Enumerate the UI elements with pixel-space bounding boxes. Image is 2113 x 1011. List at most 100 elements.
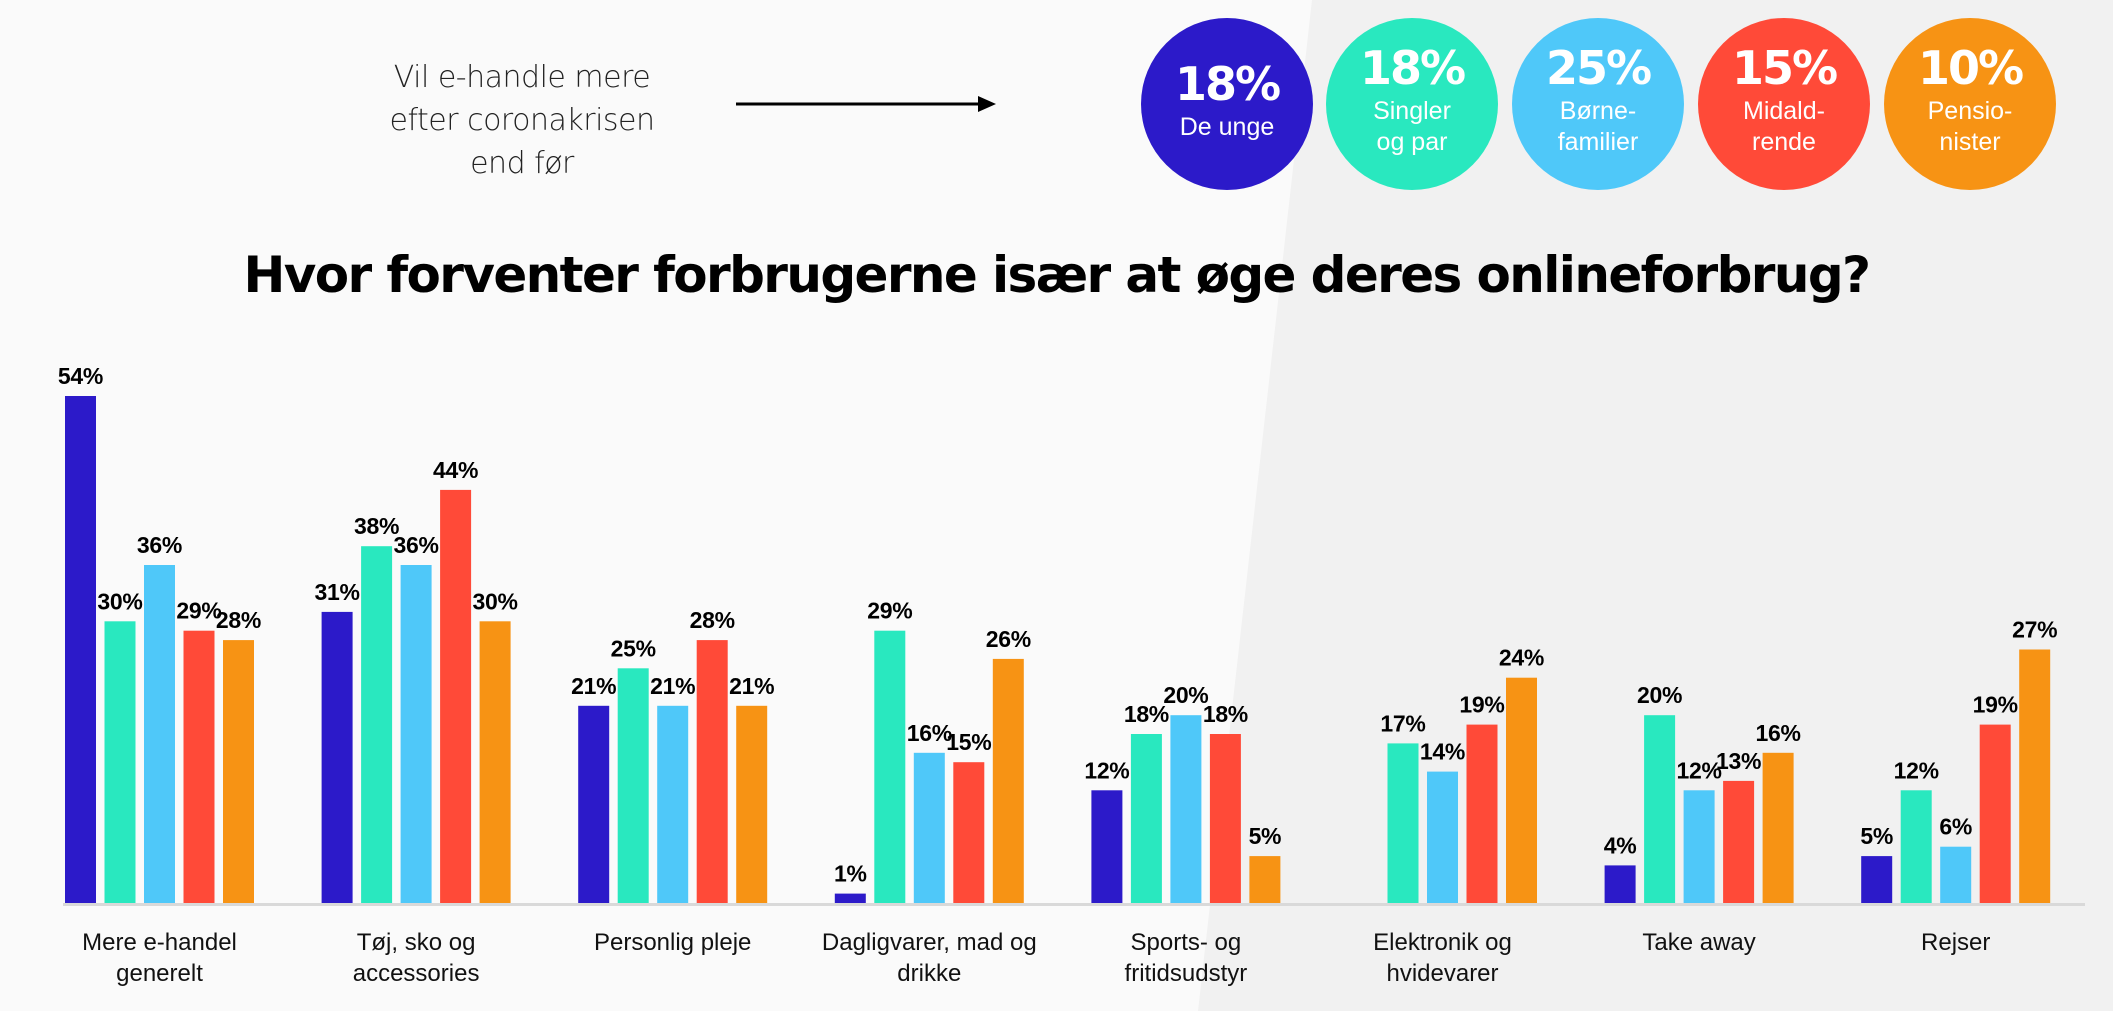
- bar: [953, 762, 985, 903]
- bar: [874, 630, 906, 903]
- intro-line: end før: [470, 146, 574, 181]
- data-label: 30%: [473, 588, 518, 614]
- intro-line: Vil e-handle mere: [393, 60, 651, 95]
- bar: [1506, 677, 1537, 903]
- category-label: hvidevarer: [1386, 960, 1498, 987]
- segment-percent: 18%: [1174, 56, 1281, 111]
- category-label: fritidsudstyr: [1125, 960, 1248, 987]
- segment-label: Pensio-nister: [1928, 96, 2013, 158]
- bar: [1249, 856, 1281, 903]
- bar: [992, 658, 1024, 903]
- bar: [1604, 865, 1636, 903]
- segment-label-line: og par: [1376, 128, 1448, 156]
- segment-circle: 10% Pensio-nister: [1884, 18, 2056, 190]
- data-label: 13%: [1716, 748, 1761, 774]
- bar: [104, 621, 136, 903]
- data-label: 19%: [1973, 692, 2018, 718]
- data-label: 4%: [1604, 832, 1637, 858]
- category-label: drikke: [897, 960, 961, 987]
- bar: [696, 640, 728, 903]
- category-label: Sports- og: [1131, 929, 1242, 956]
- data-label: 44%: [433, 457, 478, 483]
- segment-label: Singler og par: [1373, 96, 1451, 158]
- data-label: 24%: [1499, 645, 1544, 671]
- segment-label-line: De unge: [1179, 112, 1275, 141]
- segment-label-line: nister: [1939, 128, 2001, 156]
- bar: [1091, 790, 1123, 903]
- data-label: 25%: [611, 635, 656, 661]
- bar: [183, 630, 215, 903]
- segment-label: De unge: [1180, 112, 1275, 143]
- data-label: 5%: [1860, 823, 1893, 849]
- bar: [1683, 790, 1715, 903]
- data-label: 20%: [1163, 682, 1208, 708]
- segment-circle: 18% De unge: [1141, 18, 1313, 190]
- intro-line: efter coronakrisen: [389, 103, 656, 138]
- data-label: 38%: [354, 513, 399, 539]
- x-axis-line: [63, 903, 2085, 906]
- bar: [736, 705, 768, 903]
- bar: [913, 752, 945, 903]
- bar: [1861, 856, 1893, 903]
- bar: [1130, 734, 1162, 903]
- bar: [578, 705, 610, 903]
- bar: [1170, 715, 1202, 903]
- segment-label-line: familier: [1557, 128, 1639, 156]
- category-label: Mere e-handel: [82, 929, 237, 956]
- bar: [440, 489, 472, 903]
- data-label: 6%: [1939, 814, 1972, 840]
- data-label: 18%: [1203, 701, 1248, 727]
- category-labels: Mere e-handel generelt Tøj, sko og accessor…: [82, 929, 1990, 987]
- data-label: 19%: [1459, 692, 1504, 718]
- data-label: 20%: [1637, 682, 1682, 708]
- bar: [1387, 743, 1419, 903]
- segment-circle: 18% Singler og par: [1326, 18, 1498, 190]
- data-label: 17%: [1380, 710, 1425, 736]
- bar: [617, 668, 649, 903]
- segment-label-line: Singler: [1373, 97, 1451, 125]
- data-label: 5%: [1249, 823, 1282, 849]
- data-label: 28%: [216, 607, 261, 633]
- bar: [223, 640, 254, 903]
- data-label: 16%: [907, 720, 952, 746]
- bar: [1940, 846, 1972, 903]
- data-label: 12%: [1677, 757, 1722, 783]
- segment-percent: 18%: [1359, 41, 1466, 95]
- bar: [1900, 790, 1932, 903]
- data-label: 26%: [986, 626, 1031, 652]
- data-label: 16%: [1756, 720, 1801, 746]
- data-label: 12%: [1894, 757, 1939, 783]
- arrow-right-icon: [736, 96, 996, 112]
- bar: [834, 893, 866, 903]
- category-label: generelt: [116, 960, 203, 987]
- category-label: Tøj, sko og: [357, 929, 476, 956]
- bar: [1644, 715, 1676, 903]
- data-label: 29%: [176, 598, 221, 624]
- segment-label-line: Pensio-: [1927, 97, 2013, 125]
- bar: [144, 565, 175, 903]
- bar: [321, 611, 353, 903]
- data-label: 29%: [867, 598, 912, 624]
- category-label: Rejser: [1921, 929, 1990, 956]
- bar: [1466, 724, 1498, 903]
- segment-label-line: Børne-: [1559, 97, 1637, 125]
- segment-percent: 15%: [1731, 41, 1838, 95]
- bars-layer: 54%30%36%29%28%31%38%36%44%30%21%25%21%2…: [58, 363, 2058, 903]
- background-diagonal-shape: [1198, 0, 2113, 1011]
- data-label: 36%: [137, 532, 182, 558]
- bar: [479, 621, 511, 903]
- segment-percent: 10%: [1917, 41, 2024, 95]
- data-label: 36%: [394, 532, 439, 558]
- data-label: 21%: [571, 673, 616, 699]
- segment-label: Børne-familier: [1558, 96, 1639, 158]
- data-label: 1%: [834, 861, 867, 887]
- category-label: Dagligvarer, mad og: [822, 929, 1037, 956]
- bar: [657, 705, 689, 903]
- bar: [1979, 724, 2011, 903]
- bar: [361, 546, 393, 903]
- category-label: accessories: [353, 960, 480, 987]
- segment-circle: 25% Børne-familier: [1512, 18, 1684, 190]
- category-label: Personlig pleje: [594, 929, 751, 956]
